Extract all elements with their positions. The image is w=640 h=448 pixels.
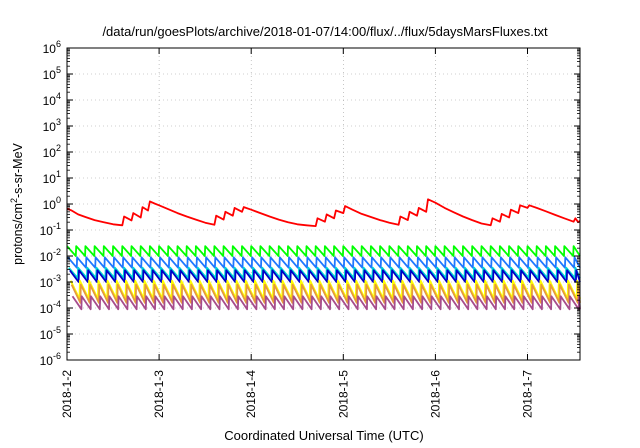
x-tick-label: 2018-1-3 <box>152 370 166 418</box>
x-axis-label: Coordinated Universal Time (UTC) <box>224 428 423 443</box>
y-tick-label: 105 <box>43 65 61 82</box>
y-axis-label-main: protons/cm <box>11 203 25 265</box>
y-tick-label: 10-3 <box>40 273 61 290</box>
y-tick-label: 10-1 <box>40 221 61 238</box>
x-tick-label: 2018-1-5 <box>336 370 350 418</box>
x-tick-label: 2018-1-4 <box>244 370 258 418</box>
y-tick-label: 104 <box>43 91 61 108</box>
series-line-4 <box>68 266 581 279</box>
y-tick-label: 10-4 <box>40 299 61 316</box>
y-axis-label: protons/cm2-s-sr-MeV <box>9 142 25 264</box>
chart-title: /data/run/goesPlots/archive/2018-01-07/1… <box>102 24 548 39</box>
y-axis-label-tail: -s-sr-MeV <box>11 142 25 198</box>
series-line-7 <box>70 283 581 304</box>
series-line-2 <box>66 245 581 257</box>
y-tick-label: 10-6 <box>40 351 61 368</box>
y-tick-label: 10-2 <box>40 247 61 264</box>
y-axis-label-sup: 2 <box>9 198 19 203</box>
series-line-1 <box>66 198 581 227</box>
series-line-3 <box>67 256 581 269</box>
y-tick-label: 10-5 <box>40 325 61 342</box>
grid <box>67 48 580 360</box>
series-line-5 <box>69 269 581 283</box>
y-axis: 10-6 10-5 10-4 10-3 10-2 10-1 100 101 102 103 104 1… <box>40 39 580 368</box>
series-group <box>66 198 581 311</box>
x-tick-label: 2018-1-6 <box>428 370 442 418</box>
y-tick-label: 102 <box>43 143 61 160</box>
y-tick-label: 106 <box>43 39 61 56</box>
series-line-8 <box>71 295 581 311</box>
y-tick-label: 103 <box>43 117 61 134</box>
y-tick-label: 101 <box>43 169 61 186</box>
y-tick-label: 100 <box>43 195 61 212</box>
x-axis: 2018-1-2 2018-1-3 2018-1-4 2018-1-5 2018-1-6… <box>60 48 535 418</box>
x-tick-label: 2018-1-7 <box>521 370 535 418</box>
x-tick-label: 2018-1-2 <box>60 370 74 418</box>
